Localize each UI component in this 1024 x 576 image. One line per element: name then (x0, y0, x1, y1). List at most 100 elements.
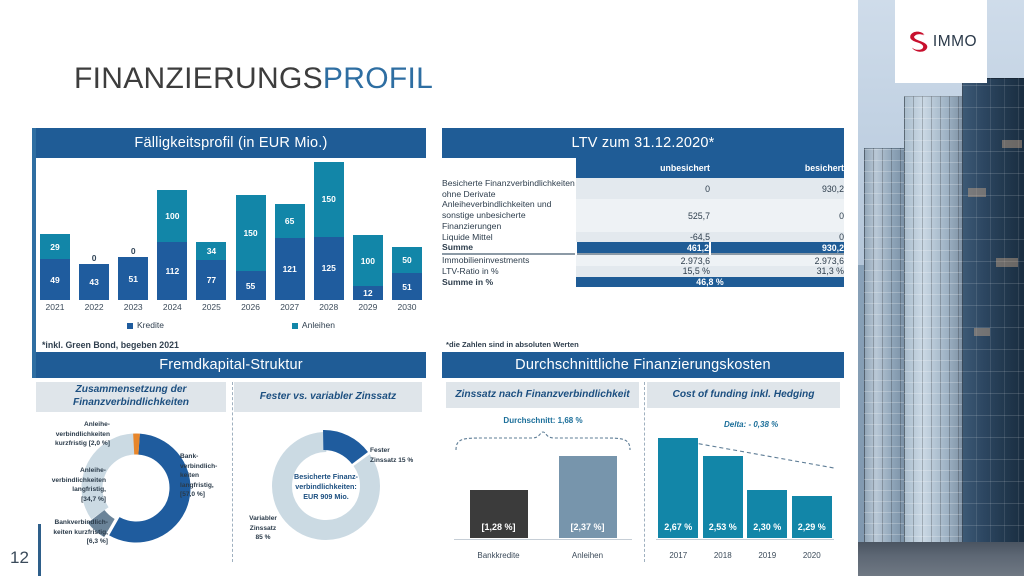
x-tick: 2018 (713, 551, 732, 560)
bar-segment-anleihen: 65 (274, 204, 305, 238)
table-row-total: Summe in % 46,8 % (442, 276, 844, 288)
table-row: Besicherte Finanzverbindlichkeiten ohne … (442, 178, 844, 200)
chart-accent-rule (32, 128, 36, 354)
rate-bars: [1,28 %] [2,37 %] (454, 456, 632, 538)
donut2-label-fixed: Fester Zinssatz 15 % (370, 447, 414, 464)
row-value-unbesichert: 15,5 % (576, 265, 710, 277)
panel-accent-rule (32, 352, 36, 378)
x-tick: 2019 (758, 551, 777, 560)
maturity-chart: 29 49 0 43 0 51 100 112 34 77 150 55 65 121 150… (32, 128, 426, 354)
building-photo (858, 0, 1024, 576)
bar-column: 100 112 (157, 162, 188, 300)
subheader-debt-composition: Zusammensetzung der Finanzverbindlichkei… (36, 382, 226, 412)
table-row: Anleiheverbindlichkeiten und sonstige un… (442, 199, 844, 232)
x-tick: 2027 (280, 302, 300, 312)
company-logo: IMMO (895, 0, 987, 83)
bar-segment-kredite: 125 (313, 236, 344, 300)
x-tick: 2024 (162, 302, 182, 312)
rate-by-liability-chart: Durchschnitt: 1,68 % [1,28 %] [2,37 %] B… (448, 416, 638, 564)
cost-of-funding-chart: Delta: - 0,38 % 2,67 % 2,53 % 2,30 % 2,2… (650, 416, 840, 564)
bar-segment-kredite: 51 (118, 257, 149, 300)
maturity-x-axis: 2021 2022 2023 2024 2025 2026 2027 2028 … (40, 302, 422, 312)
panel-maturity-profile: Fälligkeitsprofil (in EUR Mio.) (32, 128, 426, 228)
legend-item-anleihen: Anleihen (291, 320, 336, 330)
table-row: Immobilieninvestments 2.973,6 2.973,6 (442, 254, 844, 266)
tower-middle (904, 96, 966, 548)
x-tick: 2029 (358, 302, 378, 312)
bar-2018: 2,53 % (702, 456, 743, 538)
donut-chart-1 (76, 433, 191, 545)
debt-subheaders: Zusammensetzung der Finanzverbindlichkei… (36, 382, 422, 412)
bar-segment-kredite: 12 (352, 286, 383, 300)
debt-panel-divider (232, 382, 233, 562)
header-unbesichert: unbesichert (576, 158, 710, 178)
x-tick: 2026 (241, 302, 260, 312)
legend-label: Kredite (136, 320, 164, 330)
donut2-label-variable: Variabler Zinssatz 85 % (249, 515, 277, 542)
street-ground (858, 542, 1024, 576)
bar-segment-anleihen: 34 (196, 242, 227, 260)
panel-cost-title: Durchschnittliche Finanzierungskosten (442, 352, 844, 378)
row-value-unbesichert: 2.973,6 (576, 254, 710, 266)
bar-2019: 2,30 % (747, 490, 788, 538)
donut1-label-bank-lang: Bank-verbindlich-keiten langfristig, [57,0… (180, 453, 218, 499)
tower-right (962, 78, 1024, 548)
bar-column: 34 77 (196, 162, 227, 300)
bar-column: 0 43 (79, 162, 110, 300)
bar-segment-kredite: 121 (274, 238, 305, 300)
header-blank (442, 158, 576, 178)
legend-item-kredite: Kredite (126, 320, 164, 330)
rate-axis-line (454, 539, 632, 540)
ltv-footnote: *die Zahlen sind in absoluten Werten (446, 340, 579, 349)
maturity-bars: 29 49 0 43 0 51 100 112 34 77 150 55 65 121 150… (40, 162, 422, 300)
fixed-variable-donut: Fester Zinssatz 15 % Variabler Zinssatz 85 … (240, 414, 426, 564)
bar-segment-kredite: 77 (196, 260, 227, 300)
bar-column: 50 51 (391, 162, 422, 300)
row-value-besichert: 930,2 (709, 242, 844, 255)
page-title: FINANZIERUNGSPROFIL (74, 62, 433, 96)
bar-column: 0 51 (118, 162, 149, 300)
table-row: Liquide Mittel -64,5 0 (442, 231, 844, 243)
bar-2017: 2,67 % (658, 438, 699, 538)
subheader-rate-by-liability: Zinssatz nach Finanzverbindlichkeit (446, 382, 639, 408)
bar-segment-anleihen: 100 (157, 190, 188, 242)
legend-label: Anleihen (301, 320, 336, 330)
row-value-besichert: 31,3 % (710, 265, 844, 277)
panel-ltv: LTV zum 31.12.2020* (442, 128, 844, 228)
donut1-label-bank-kurz: Bankverbindlich-keiten kurzfristig, [6,3 … (53, 519, 108, 546)
title-accent: PROFIL (322, 62, 434, 95)
debt-composition-donut: Anleihe-verbindlichkeiten kurzfristig [2,… (36, 414, 232, 564)
funding-x-axis: 2017 2018 2019 2020 (656, 551, 834, 560)
s-immo-logo-icon (910, 31, 928, 52)
maturity-footnote: *inkl. Green Bond, begeben 2021 (42, 340, 179, 350)
delta-annotation: Delta: - 0,38 % (724, 420, 779, 429)
x-tick: 2028 (319, 302, 339, 312)
bar-segment-anleihen: 150 (235, 195, 266, 271)
bar-segment-kredite: 51 (391, 273, 422, 300)
panel-debt-title: Fremdkapital-Struktur (36, 352, 426, 378)
bar-column: 100 12 (352, 162, 383, 300)
bar-segment-anleihen: 50 (391, 247, 422, 273)
bar-zero-label: 0 (91, 252, 97, 263)
brace-icon (455, 431, 631, 451)
average-annotation: Durchschnitt: 1,68 % (503, 416, 583, 425)
donut1-label-anleihe-lang: Anleihe-verbindlichkeiten langfristig, [34… (51, 467, 106, 503)
row-value-besichert: 0 (710, 231, 844, 243)
ltv-table-wrap: unbesichert besichert Besicherte Finanzv… (442, 158, 844, 354)
center-line-1: Besicherte Finanz- (294, 472, 358, 481)
panel-debt-structure: Fremdkapital-Struktur (32, 352, 426, 378)
x-tick: Bankkredite (477, 551, 520, 560)
row-label: Anleiheverbindlichkeiten und sonstige un… (442, 199, 552, 231)
bar-column: 150 125 (313, 162, 344, 300)
funding-axis-line (656, 539, 834, 540)
bar-2020: 2,29 % (791, 496, 832, 538)
cost-subheaders: Zinssatz nach Finanzverbindlichkeit Cost… (446, 382, 840, 408)
subheader-cost-of-funding: Cost of funding inkl. Hedging (647, 382, 840, 408)
maturity-legend: Kredite Anleihen (40, 320, 422, 330)
bar-column: 29 49 (40, 162, 70, 300)
trend-line-icon (677, 439, 835, 469)
row-label: Summe (442, 242, 474, 253)
bar-bankkredite: [1,28 %] (469, 490, 528, 538)
page-accent-rule (38, 524, 41, 576)
